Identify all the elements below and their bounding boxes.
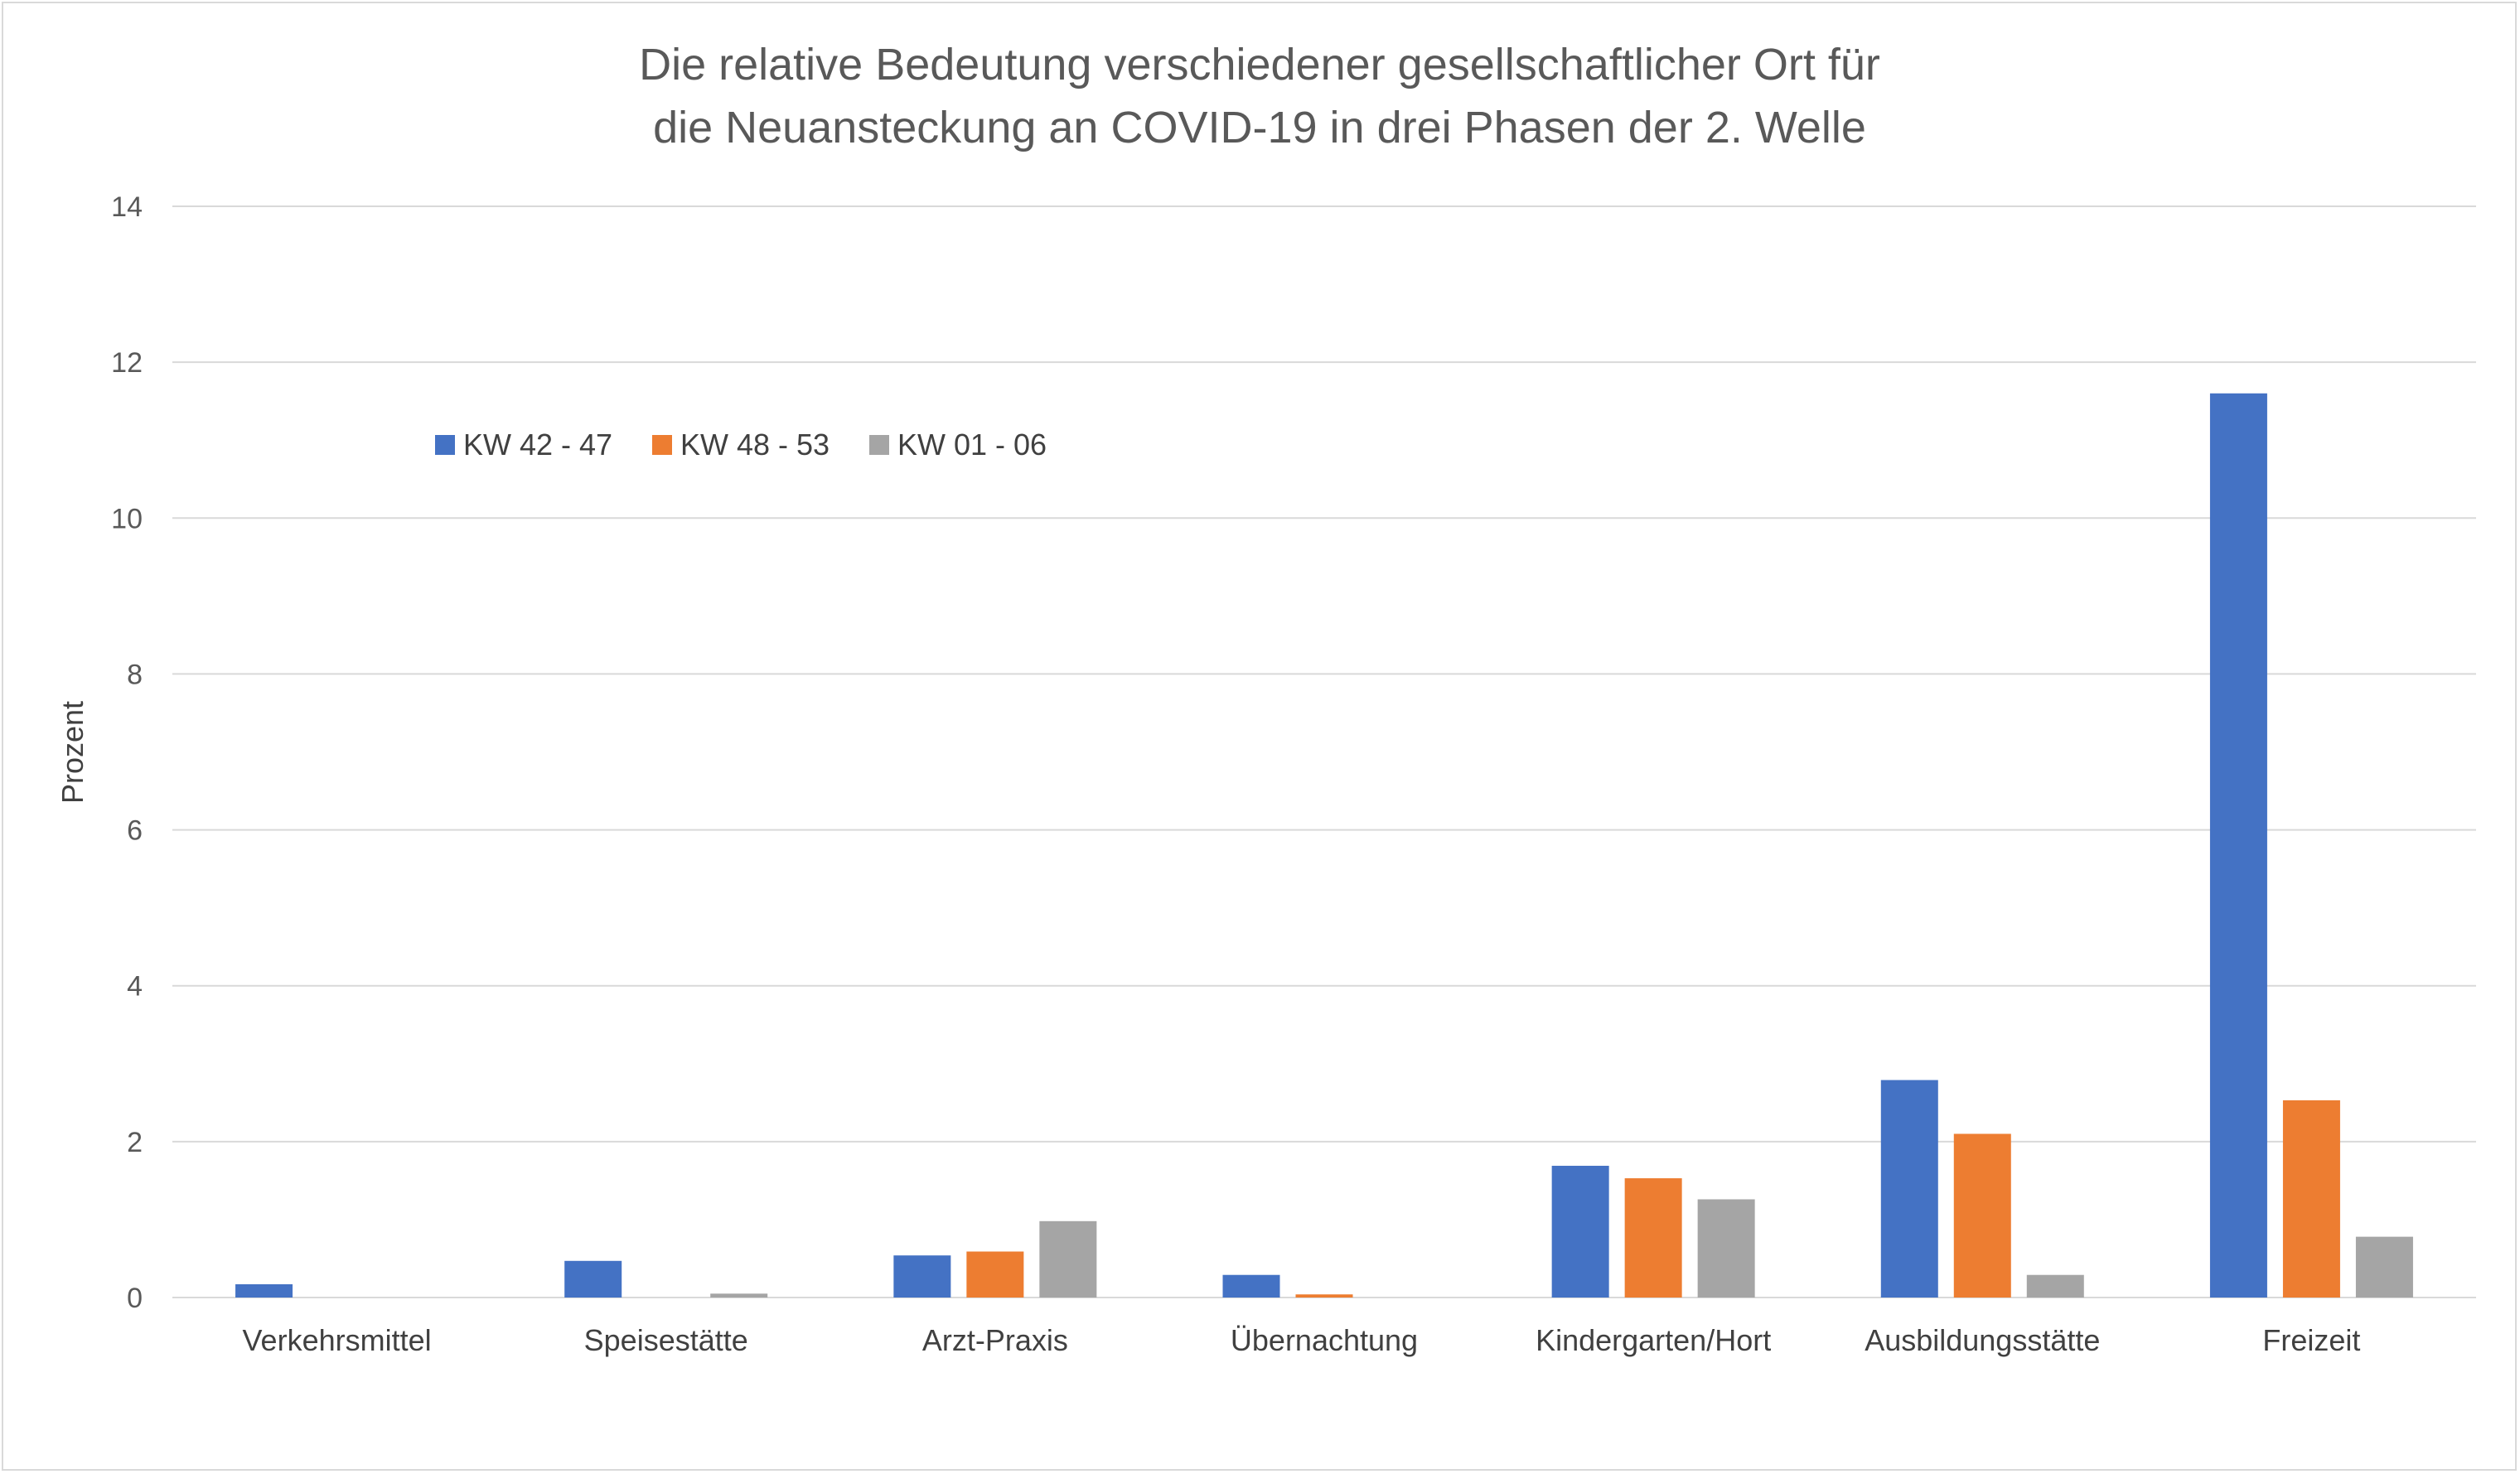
y-axis-title: Prozent bbox=[56, 701, 89, 804]
bar bbox=[1039, 1220, 1097, 1298]
bar bbox=[235, 1284, 293, 1298]
chart-title: Die relative Bedeutung verschiedener ges… bbox=[639, 40, 1880, 152]
y-tick-label: 8 bbox=[127, 659, 143, 690]
x-category-label: Kindergarten/Hort bbox=[1536, 1323, 1771, 1357]
x-category-label: Arzt-Praxis bbox=[922, 1323, 1068, 1357]
x-category-label: Freizeit bbox=[2262, 1323, 2360, 1357]
bar bbox=[893, 1255, 951, 1298]
bar bbox=[1222, 1274, 1280, 1298]
y-tick-label: 4 bbox=[127, 971, 143, 1003]
bar bbox=[2282, 1099, 2340, 1298]
legend-label: KW 01 - 06 bbox=[897, 428, 1047, 462]
legend-label: KW 42 - 47 bbox=[463, 428, 612, 462]
y-tick-label: 10 bbox=[111, 503, 143, 534]
bar bbox=[1295, 1294, 1353, 1298]
gridlines bbox=[172, 205, 2476, 1298]
x-axis-categories: Verkehrsmittel Speisestätte Arzt-Praxis Übe… bbox=[243, 1323, 2361, 1357]
x-category-label: Ausbildungsstätte bbox=[1865, 1323, 2100, 1357]
y-tick-label: 0 bbox=[127, 1283, 143, 1314]
bar bbox=[2355, 1236, 2413, 1298]
bar bbox=[564, 1260, 622, 1298]
bar bbox=[1624, 1178, 1682, 1298]
legend-swatch bbox=[869, 435, 889, 455]
bars bbox=[235, 393, 2413, 1298]
bar bbox=[1551, 1166, 1609, 1298]
legend-label: KW 48 - 53 bbox=[680, 428, 830, 462]
legend: KW 42 - 47 KW 48 - 53 KW 01 - 06 bbox=[435, 428, 1047, 462]
x-category-label: Übernachtung bbox=[1231, 1323, 1418, 1357]
bar bbox=[1697, 1199, 1755, 1298]
x-category-label: Speisestätte bbox=[584, 1323, 748, 1357]
y-tick-label: 6 bbox=[127, 815, 143, 847]
bar bbox=[2026, 1274, 2084, 1298]
y-tick-label: 14 bbox=[111, 191, 143, 223]
y-tick-label: 12 bbox=[111, 347, 143, 379]
chart-title-line-2: die Neuansteckung an COVID-19 in drei Ph… bbox=[653, 103, 1866, 152]
x-category-label: Verkehrsmittel bbox=[243, 1323, 432, 1357]
bar bbox=[2209, 393, 2267, 1298]
bar bbox=[1953, 1133, 2011, 1298]
chart-title-line-1: Die relative Bedeutung verschiedener ges… bbox=[639, 40, 1880, 89]
y-axis-ticks: 0 2 4 6 8 10 12 14 bbox=[111, 191, 143, 1314]
bar bbox=[1880, 1080, 1938, 1298]
legend-swatch bbox=[435, 435, 455, 455]
bar bbox=[710, 1293, 768, 1298]
y-tick-label: 2 bbox=[127, 1127, 143, 1158]
bar bbox=[966, 1251, 1024, 1298]
legend-swatch bbox=[652, 435, 672, 455]
